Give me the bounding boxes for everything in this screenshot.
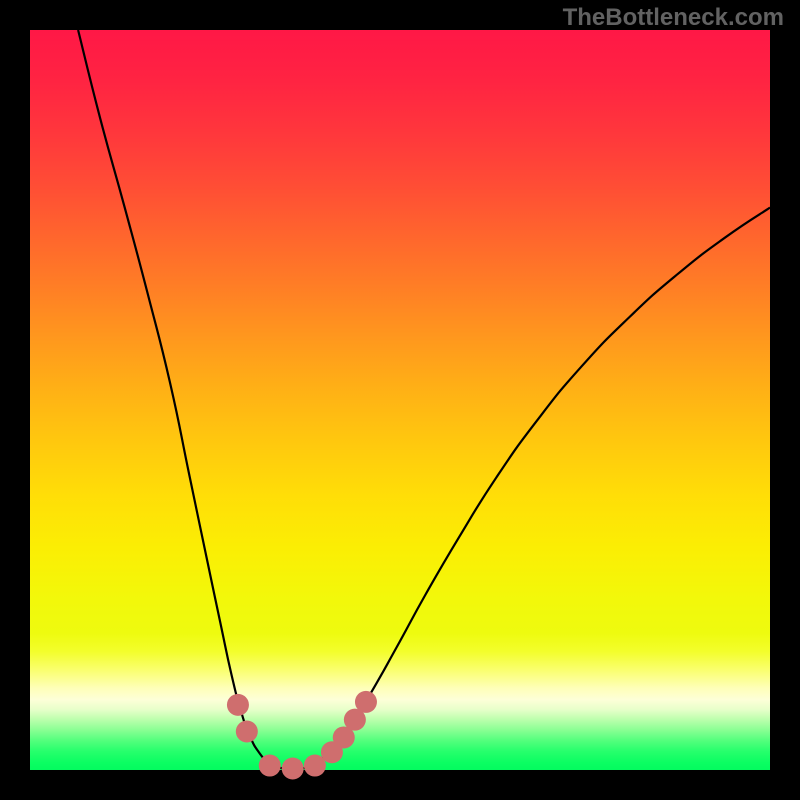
left-curve (78, 30, 293, 770)
data-marker (282, 758, 304, 780)
data-marker (355, 691, 377, 713)
watermark-text: TheBottleneck.com (563, 4, 784, 32)
data-marker (227, 694, 249, 716)
data-marker (236, 721, 258, 743)
chart-container: TheBottleneck.com (0, 0, 800, 800)
curve-overlay (30, 30, 770, 770)
marker-group (227, 691, 377, 780)
plot-area (30, 30, 770, 770)
data-marker (259, 755, 281, 777)
right-curve (293, 208, 770, 770)
